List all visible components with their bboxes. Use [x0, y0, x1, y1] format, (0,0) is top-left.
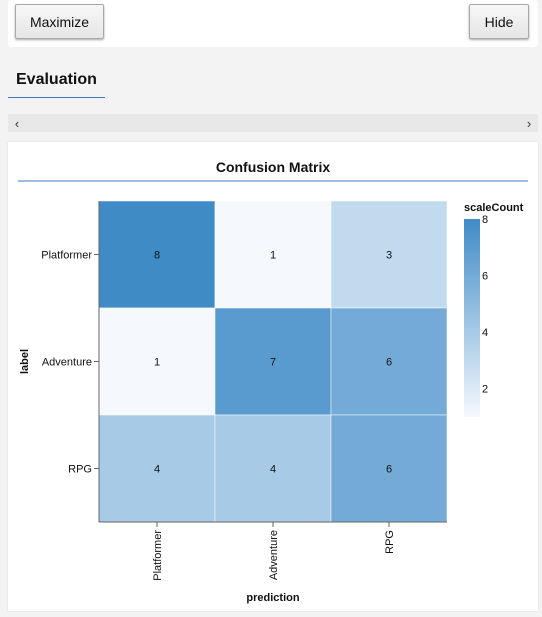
cell-value-label: 4 — [154, 464, 160, 476]
cell-value-label: 4 — [270, 464, 276, 476]
legend-tick-label: 6 — [482, 271, 488, 283]
y-tick-label: RPG — [68, 464, 92, 476]
section-title-underline — [8, 97, 105, 98]
y-tick-label: Adventure — [42, 357, 92, 369]
legend-color-bar — [464, 219, 480, 417]
section-title: Evaluation — [16, 71, 97, 88]
cell-value-label: 6 — [386, 357, 392, 369]
legend-tick-label: 4 — [482, 327, 488, 339]
x-tick-label: RPG — [384, 530, 396, 554]
x-tick-label: Platformer — [152, 530, 164, 581]
cell-value-label: 1 — [154, 357, 160, 369]
cell-value-label: 7 — [270, 357, 276, 369]
heatmap-cell — [330, 307, 448, 416]
legend-tick-label: 2 — [482, 384, 488, 396]
top-toolbar: Maximize Hide — [8, 0, 538, 47]
cell-value-label: 3 — [386, 250, 392, 262]
chart-card: Confusion Matrix 8 1 3 1 7 6 4 4 6 Platformer Adven… — [8, 142, 538, 611]
hide-button[interactable]: Hide — [469, 4, 529, 39]
cell-value-label: 6 — [386, 464, 392, 476]
heatmap-cell — [98, 307, 216, 416]
y-axis-title: label — [19, 349, 31, 374]
chart-title: Confusion Matrix — [216, 159, 331, 175]
maximize-button[interactable]: Maximize — [15, 4, 104, 39]
x-tick-label: Adventure — [268, 530, 280, 580]
heatmap-cell — [98, 414, 216, 523]
horizontal-scrollbar[interactable]: ‹ › — [8, 114, 538, 132]
confusion-matrix-chart: Confusion Matrix 8 1 3 1 7 6 4 4 6 Platformer Adven… — [18, 159, 528, 604]
heatmap-cell — [330, 414, 448, 523]
scroll-right-icon[interactable]: › — [526, 115, 532, 131]
heatmap-cell — [214, 200, 332, 309]
x-axis-title: prediction — [246, 592, 299, 604]
cell-value-label: 1 — [270, 250, 276, 262]
scroll-left-icon[interactable]: ‹ — [14, 115, 20, 131]
legend-tick-label: 8 — [482, 214, 488, 226]
y-tick-label: Platformer — [41, 250, 92, 262]
heatmap-cell — [214, 414, 332, 523]
legend-title: scaleCount — [464, 202, 524, 214]
cell-value-label: 8 — [154, 250, 160, 262]
